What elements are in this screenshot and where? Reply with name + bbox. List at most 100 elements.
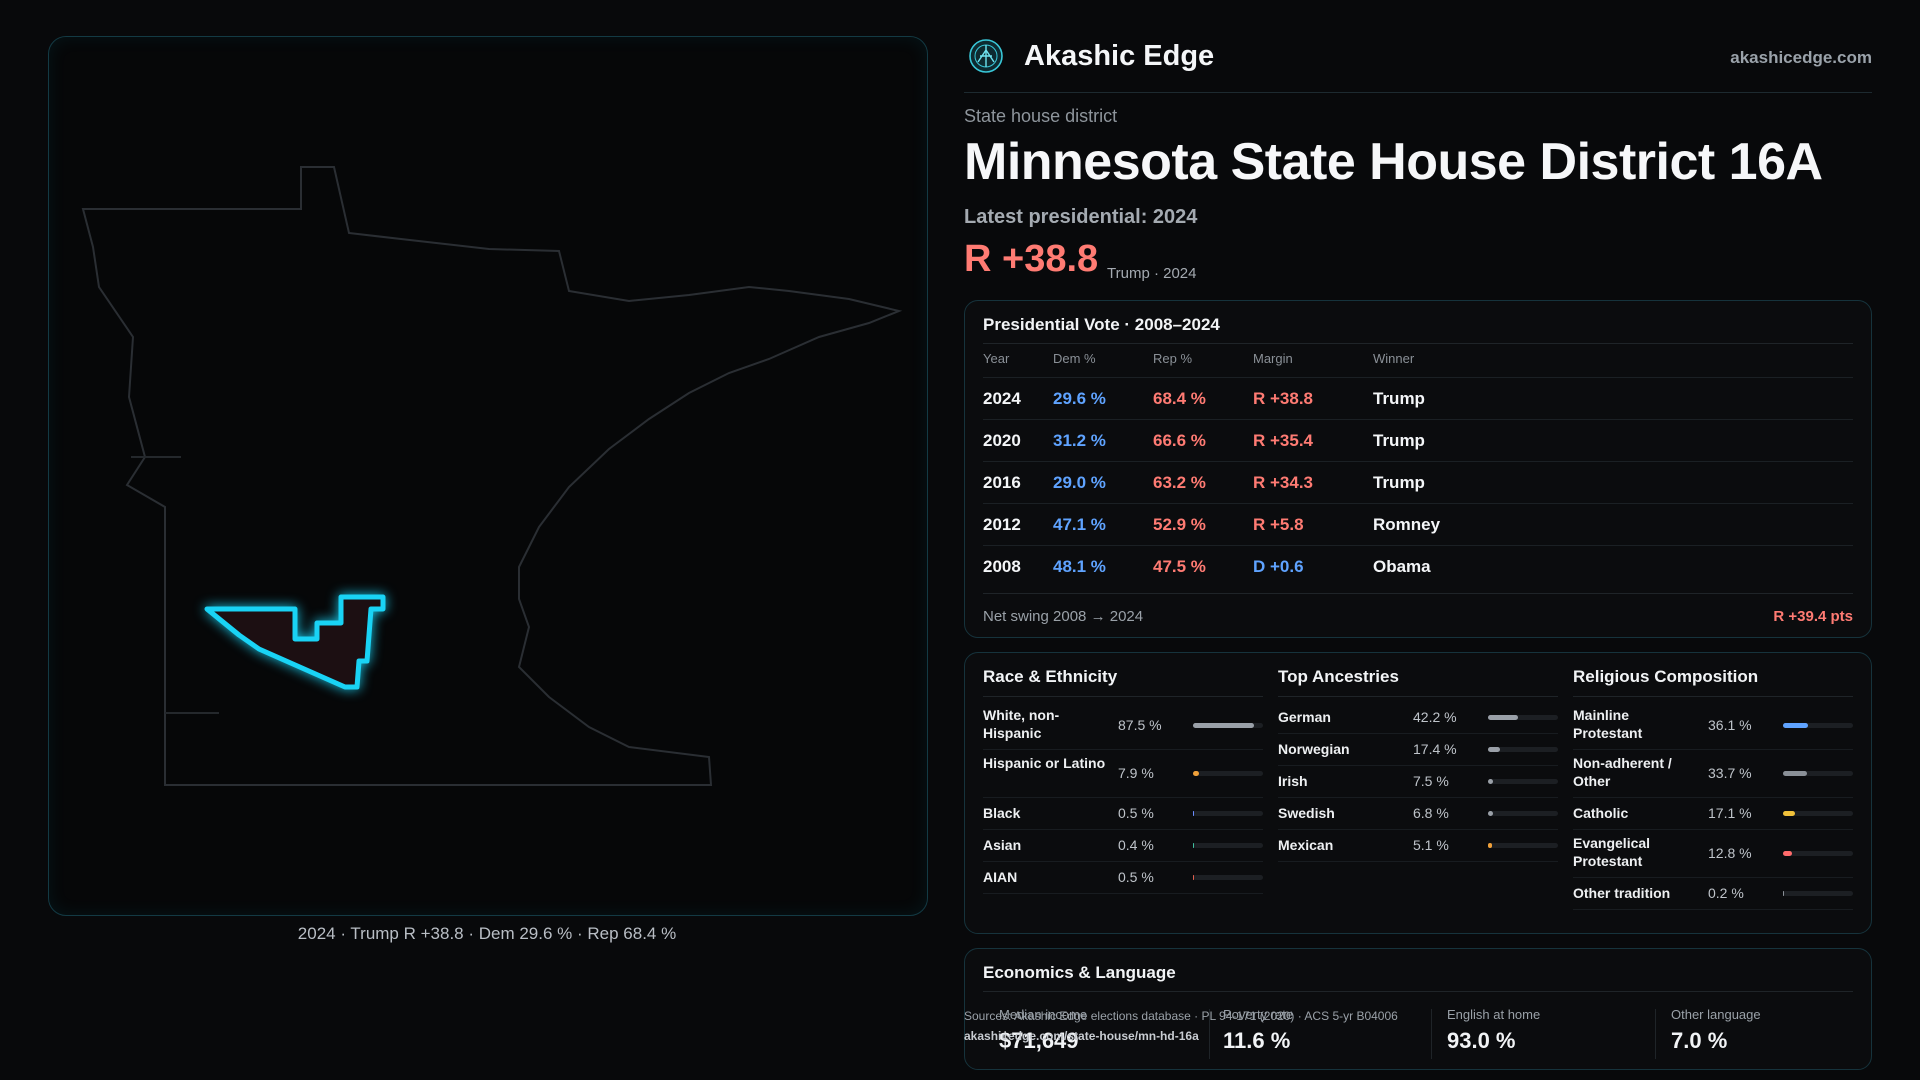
race-ethnicity-section: Race & Ethnicity White, non-Hispanic 87.5… <box>983 653 1263 923</box>
item-label: German <box>1278 709 1331 725</box>
item-label: Hispanic or Latino <box>983 755 1106 771</box>
bar-fill <box>1193 723 1255 728</box>
bar-fill <box>1783 851 1792 856</box>
item-value: 7.9 % <box>1118 765 1154 781</box>
bar-fill <box>1783 811 1795 816</box>
item-value: 0.4 % <box>1118 837 1154 853</box>
page-title: Minnesota State House District 16A <box>964 133 1823 191</box>
winner-cell: Romney <box>1373 515 1441 534</box>
list-item[interactable]: Irish 7.5 % <box>1278 765 1558 798</box>
religion-title: Religious Composition <box>1573 667 1759 686</box>
item-label: Asian <box>983 837 1022 853</box>
district-highlight[interactable] <box>204 594 386 690</box>
list-item[interactable]: German 42.2 % <box>1278 701 1558 734</box>
bar-track <box>1488 811 1558 816</box>
bar-fill <box>1783 771 1807 776</box>
table-row[interactable]: 2024 29.6 % 68.4 % R +38.8 Trump <box>983 377 1853 420</box>
site-link[interactable]: akashicedge.com <box>1730 48 1872 67</box>
table-row[interactable]: 2020 31.2 % 66.6 % R +35.4 Trump <box>983 419 1853 462</box>
district-kicker: State house district <box>964 106 1118 126</box>
list-item[interactable]: Evangelical Protestant 12.8 % <box>1573 829 1853 878</box>
bar-track <box>1488 747 1558 752</box>
bar-fill <box>1783 891 1785 896</box>
stat-value: 93.0 % <box>1447 1028 1516 1053</box>
stat-label: English at home <box>1447 1007 1541 1022</box>
divider <box>983 991 1853 992</box>
table-header: Year Dem % Rep % Margin Winner <box>983 351 1853 375</box>
rep-cell: 52.9 % <box>1153 515 1206 534</box>
list-item[interactable]: AIAN 0.5 % <box>983 861 1263 894</box>
margin-cell: R +34.3 <box>1253 473 1314 492</box>
item-label: Norwegian <box>1278 741 1350 757</box>
year-cell: 2020 <box>983 431 1021 450</box>
list-item[interactable]: Other tradition 0.2 % <box>1573 877 1853 910</box>
bar-track <box>1783 723 1853 728</box>
item-label: Mexican <box>1278 837 1334 853</box>
dem-cell: 48.1 % <box>1053 557 1106 576</box>
other-language-stat: Other language 7.0 % <box>1671 1007 1881 1054</box>
list-item[interactable]: Norwegian 17.4 % <box>1278 733 1558 766</box>
list-item[interactable]: Non-adherent / Other 33.7 % <box>1573 749 1853 798</box>
median-income-stat: Median income $71,649 <box>999 1007 1209 1054</box>
bar-track <box>1783 811 1853 816</box>
akashic-logo-icon[interactable] <box>968 38 1004 74</box>
list-item[interactable]: Asian 0.4 % <box>983 829 1263 862</box>
rep-cell: 68.4 % <box>1153 389 1206 408</box>
table-row[interactable]: 2016 29.0 % 63.2 % R +34.3 Trump <box>983 461 1853 504</box>
bar-track <box>1783 851 1853 856</box>
item-value: 17.1 % <box>1708 805 1752 821</box>
table-row[interactable]: 2012 47.1 % 52.9 % R +5.8 Romney <box>983 503 1853 546</box>
bar-track <box>1488 779 1558 784</box>
divider <box>1278 696 1558 697</box>
winner-cell: Trump <box>1373 389 1425 408</box>
net-swing: Net swing 2008 → 2024 R +39.4 pts <box>983 593 1853 628</box>
list-item[interactable]: Hispanic or Latino 7.9 % <box>983 749 1263 798</box>
column-header-dem: Dem % <box>1053 351 1096 366</box>
item-value: 87.5 % <box>1118 717 1162 733</box>
list-item[interactable]: Black 0.5 % <box>983 797 1263 830</box>
margin-cell: R +35.4 <box>1253 431 1314 450</box>
year-cell: 2016 <box>983 473 1021 492</box>
item-value: 0.5 % <box>1118 805 1154 821</box>
header: Akashic Edge akashicedge.com <box>964 34 1872 93</box>
poverty-rate-stat: Poverty rate 11.6 % <box>1223 1007 1433 1054</box>
source-url[interactable]: akashicedge.com/state-house/mn-hd-16a <box>964 1029 1199 1043</box>
stat-value: $71,649 <box>999 1028 1079 1053</box>
list-item[interactable]: Catholic 17.1 % <box>1573 797 1853 830</box>
bar-fill <box>1488 811 1493 816</box>
winner-cell: Trump <box>1373 431 1425 450</box>
bar-fill <box>1488 779 1494 784</box>
map-caption: 2024 · Trump R +38.8 · Dem 29.6 % · Rep … <box>297 924 677 943</box>
item-label: Irish <box>1278 773 1308 789</box>
item-label: Other tradition <box>1573 885 1671 901</box>
divider <box>1573 696 1853 697</box>
brand-name[interactable]: Akashic Edge <box>1024 40 1215 72</box>
minnesota-map <box>81 166 903 786</box>
item-value: 0.5 % <box>1118 869 1154 885</box>
district-map[interactable] <box>48 36 928 916</box>
divider <box>983 696 1263 697</box>
economics-card: Economics & Language Median income $71,6… <box>964 948 1872 1070</box>
item-value: 0.2 % <box>1708 885 1744 901</box>
bar-track <box>1193 723 1263 728</box>
source-note: Sources: Akashic Edge elections database… <box>964 1006 1398 1046</box>
bar-fill <box>1488 843 1492 848</box>
dem-cell: 31.2 % <box>1053 431 1106 450</box>
divider <box>1209 1009 1210 1059</box>
list-item[interactable]: Mexican 5.1 % <box>1278 829 1558 862</box>
margin-cell: D +0.6 <box>1253 557 1304 576</box>
presidential-vote-card: Presidential Vote · 2008–2024 Year Dem %… <box>964 300 1872 638</box>
bar-track <box>1488 715 1558 720</box>
list-item[interactable]: Mainline Protestant 36.1 % <box>1573 701 1853 750</box>
net-swing-label: Net swing 2008 → 2024 <box>983 608 1144 625</box>
bar-track <box>1193 843 1263 848</box>
rep-cell: 63.2 % <box>1153 473 1206 492</box>
list-item[interactable]: Swedish 6.8 % <box>1278 797 1558 830</box>
list-item[interactable]: White, non-Hispanic 87.5 % <box>983 701 1263 750</box>
divider <box>1431 1009 1432 1059</box>
item-label: Non-adherent / Other <box>1573 755 1672 789</box>
stat-label: Other language <box>1671 1007 1761 1022</box>
table-row[interactable]: 2008 48.1 % 47.5 % D +0.6 Obama <box>983 545 1853 588</box>
bar-track <box>1193 875 1263 880</box>
bar-track <box>1193 771 1263 776</box>
